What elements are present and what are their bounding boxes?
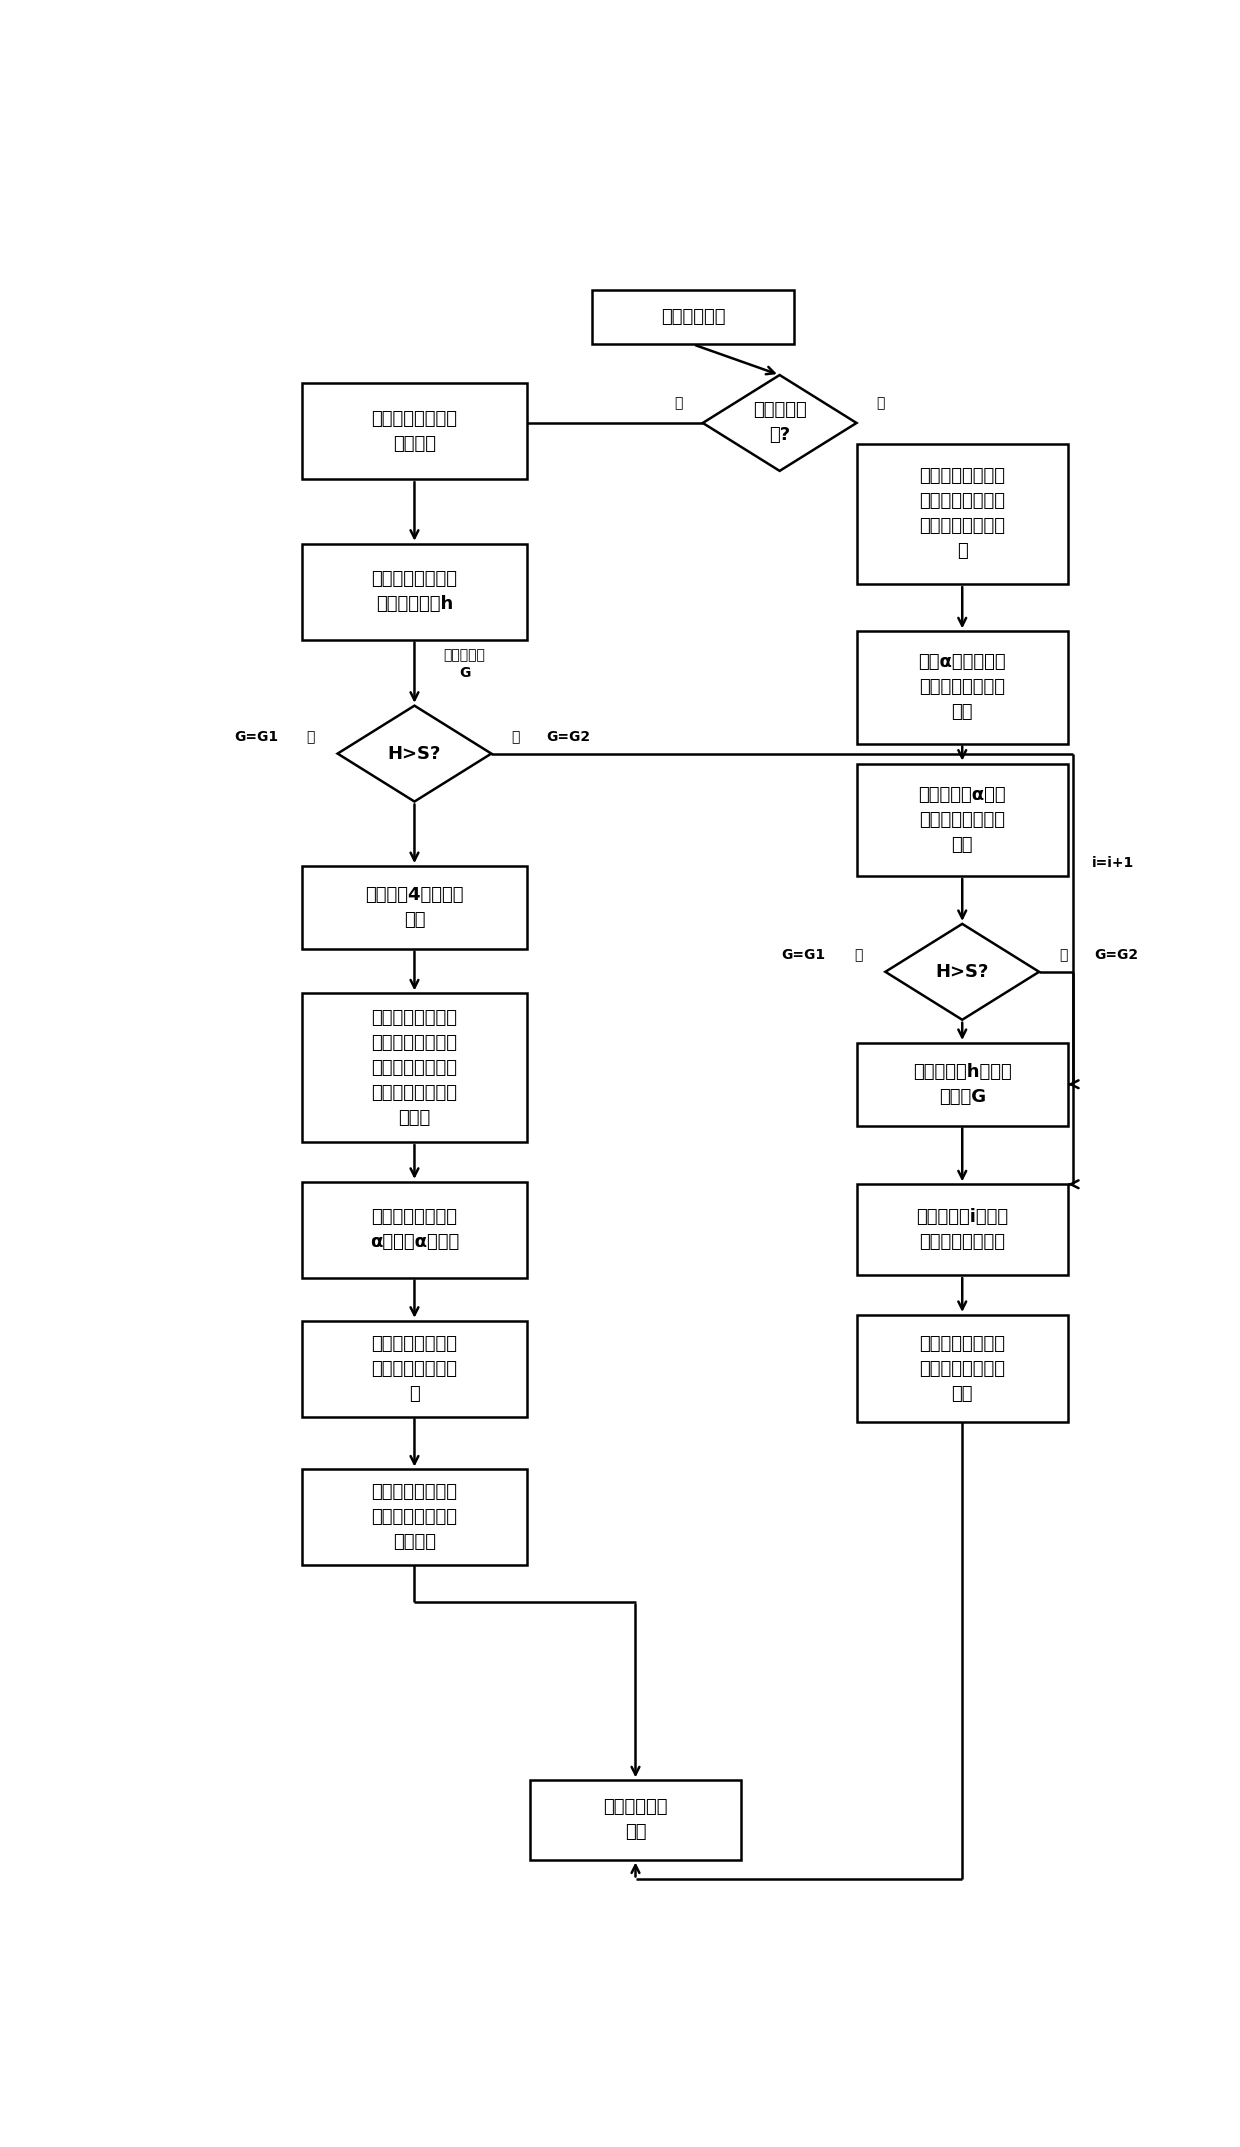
Text: 对内部块第i个块开
始进行复杂度预测: 对内部块第i个块开 始进行复杂度预测 xyxy=(916,1209,1008,1252)
Text: 图像分块，最外一
圈不嵌入: 图像分块，最外一 圈不嵌入 xyxy=(372,410,458,453)
Text: G=G1: G=G1 xyxy=(781,949,826,962)
Text: 是: 是 xyxy=(306,730,315,745)
Bar xyxy=(857,444,1068,584)
Polygon shape xyxy=(885,923,1039,1020)
Text: 否: 否 xyxy=(1059,949,1068,962)
Text: 计算该块的α值并
判断是否为不嵌入
的块: 计算该块的α值并 判断是否为不嵌入 的块 xyxy=(919,786,1006,855)
Bar xyxy=(301,865,527,949)
Text: i=i+1: i=i+1 xyxy=(1092,857,1135,870)
Text: 将块分为4类，防止
溢出: 将块分为4类，防止 溢出 xyxy=(366,887,464,930)
Text: 否: 否 xyxy=(511,730,520,745)
Text: 中间最后一
块?: 中间最后一 块? xyxy=(753,401,806,444)
Text: 将块类型标记、溢
出的像素值和位置
记录并压缩作为水
印放在水印开头等
待嵌入: 将块类型标记、溢 出的像素值和位置 记录并压缩作为水 印放在水印开头等 待嵌入 xyxy=(372,1009,458,1127)
Bar xyxy=(301,1320,527,1417)
Bar xyxy=(857,1185,1068,1275)
Text: 选出块参数
G: 选出块参数 G xyxy=(444,648,485,681)
Text: 否: 否 xyxy=(877,395,885,410)
Polygon shape xyxy=(703,376,857,470)
Text: 是: 是 xyxy=(854,949,863,962)
Bar xyxy=(301,1469,527,1565)
Polygon shape xyxy=(337,706,491,801)
Bar xyxy=(857,764,1068,876)
Text: 根据复杂度h来判断
块参数G: 根据复杂度h来判断 块参数G xyxy=(913,1063,1012,1106)
Bar xyxy=(301,1181,527,1277)
Text: 预测计算每个块内
部块的复杂度h: 预测计算每个块内 部块的复杂度h xyxy=(372,571,458,614)
Text: H>S?: H>S? xyxy=(935,962,990,981)
Text: 是: 是 xyxy=(675,395,683,410)
Text: 受攻击出传输
过程: 受攻击出传输 过程 xyxy=(603,1799,668,1842)
Text: 提取恢复结束: 提取恢复结束 xyxy=(661,309,725,326)
Text: G=G2: G=G2 xyxy=(1094,949,1138,962)
Text: 根据α值和块类型
提取水印并恢复原
图像: 根据α值和块类型 提取水印并恢复原 图像 xyxy=(919,653,1006,721)
Bar xyxy=(857,1043,1068,1125)
Text: G=G2: G=G2 xyxy=(546,730,590,745)
Bar xyxy=(301,994,527,1142)
Bar xyxy=(593,290,794,344)
Text: H>S?: H>S? xyxy=(388,745,441,762)
Bar xyxy=(529,1780,742,1859)
Bar xyxy=(301,543,527,640)
Bar xyxy=(857,1314,1068,1421)
Text: 根据直方图和嵌入
比特来移动嵌入块
的像素值: 根据直方图和嵌入 比特来移动嵌入块 的像素值 xyxy=(372,1484,458,1552)
Text: 根据直方图来移动
不嵌入的块的像素
值: 根据直方图来移动 不嵌入的块的像素 值 xyxy=(372,1335,458,1402)
Bar xyxy=(301,384,527,479)
Text: 图像分块，分为最
外面一圈的块和内
部块: 图像分块，分为最 外面一圈的块和内 部块 xyxy=(919,1335,1006,1402)
Text: 根据作为水印嵌入
的溢出原像素值和
对应位置恢复原图
像: 根据作为水印嵌入 的溢出原像素值和 对应位置恢复原图 像 xyxy=(919,468,1006,560)
Bar xyxy=(857,631,1068,743)
Text: G=G1: G=G1 xyxy=(234,730,278,745)
Text: 块乘以掩膜求和为
α并生成α直方图: 块乘以掩膜求和为 α并生成α直方图 xyxy=(370,1209,459,1252)
